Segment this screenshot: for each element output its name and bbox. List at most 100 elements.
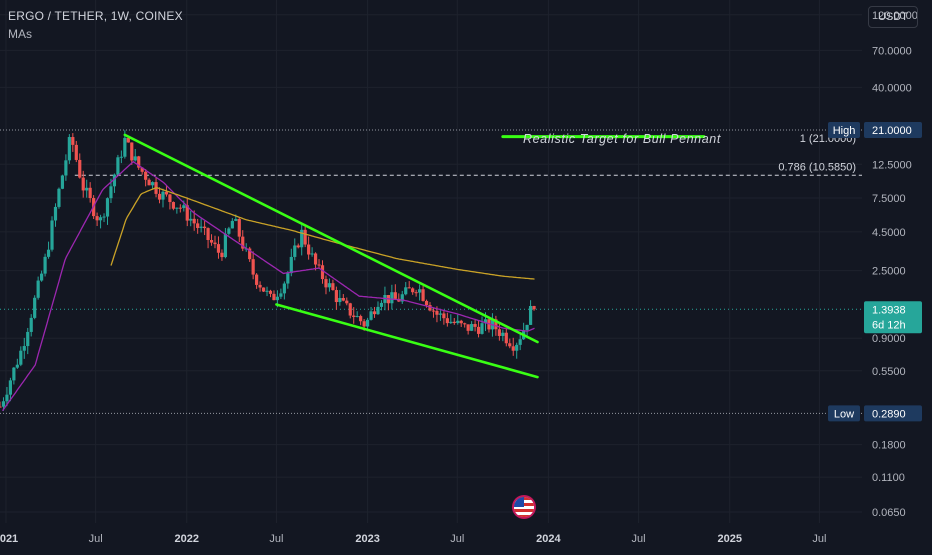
candle <box>206 228 210 241</box>
candle <box>404 287 408 295</box>
candle <box>178 207 182 209</box>
candle <box>213 242 217 245</box>
candle <box>223 233 228 258</box>
y-tick-label: 120.0000 <box>872 10 918 22</box>
candle <box>497 329 501 336</box>
candle <box>435 310 439 315</box>
candle <box>64 160 68 176</box>
candle <box>161 191 165 200</box>
candle <box>286 273 290 284</box>
candle <box>362 321 366 327</box>
candle <box>525 324 529 331</box>
candle <box>334 290 338 303</box>
candle <box>352 315 356 317</box>
candle <box>182 205 186 209</box>
candle <box>26 331 30 347</box>
candle <box>313 253 318 265</box>
candle <box>418 289 422 293</box>
candle <box>126 137 130 143</box>
candle <box>185 205 189 221</box>
candle <box>105 198 110 217</box>
candle <box>275 296 280 301</box>
candle <box>234 219 238 221</box>
candle <box>1 401 6 407</box>
candle <box>452 321 456 324</box>
candle <box>414 292 418 294</box>
candle <box>421 289 425 301</box>
candle <box>71 137 75 145</box>
y-tick-label: 70.0000 <box>872 45 912 57</box>
candle <box>459 320 463 324</box>
candle <box>476 326 481 334</box>
candle <box>300 229 304 248</box>
trendline-lower <box>275 303 539 379</box>
candle <box>466 324 470 331</box>
candle <box>85 187 89 191</box>
candle <box>428 305 432 311</box>
y-tick-label: 0.1800 <box>872 440 906 452</box>
x-tick-label: 2021 <box>0 533 18 545</box>
y-tick-label: 40.0000 <box>872 82 912 94</box>
candle <box>470 324 474 331</box>
x-tick-label: Jul <box>632 533 646 545</box>
candle <box>261 287 266 292</box>
price-badge <box>864 301 922 334</box>
candle <box>157 193 162 200</box>
candle <box>102 216 106 218</box>
indicator-label[interactable]: MAs <box>8 27 32 41</box>
candle <box>515 344 519 351</box>
candle <box>67 137 71 161</box>
candle <box>279 293 283 297</box>
candle <box>424 300 429 306</box>
candle <box>442 313 446 319</box>
candle <box>248 248 252 260</box>
candle <box>456 320 460 324</box>
candle <box>53 206 58 221</box>
candle <box>320 265 325 280</box>
candle <box>230 220 234 229</box>
x-tick-label: Jul <box>89 533 103 545</box>
candle <box>95 216 99 221</box>
candle <box>50 220 54 250</box>
candle <box>98 217 103 221</box>
candle <box>508 343 512 347</box>
candles <box>0 130 536 411</box>
candle <box>43 256 47 274</box>
target-annotation: Realistic Target for Bull Pennant <box>523 132 721 146</box>
ma-slow-line <box>110 187 535 280</box>
candle <box>293 245 297 257</box>
candle <box>116 157 120 175</box>
candle <box>19 350 23 365</box>
y-tick-label: 12.5000 <box>872 159 912 171</box>
countdown-value: 6d 12h <box>872 319 906 331</box>
low-label: Low <box>834 408 854 420</box>
candle <box>5 394 9 402</box>
candle <box>289 256 293 274</box>
currency-button[interactable]: USDT <box>868 6 918 28</box>
candle <box>241 236 245 249</box>
candle <box>365 319 370 327</box>
candle <box>518 339 522 345</box>
candle <box>196 223 200 228</box>
candle <box>147 179 151 186</box>
candle <box>265 290 269 292</box>
candle <box>331 283 335 291</box>
candle <box>171 202 175 209</box>
candle <box>282 283 286 294</box>
x-tick-label: 2023 <box>355 533 379 545</box>
high-value-badge <box>864 121 922 138</box>
candle <box>411 288 415 293</box>
candle <box>341 298 345 301</box>
trendline-upper <box>123 133 539 344</box>
candle <box>29 317 33 332</box>
us-flag-icon[interactable] <box>514 497 534 517</box>
candle <box>407 287 411 289</box>
candle <box>40 273 44 281</box>
candle <box>400 294 404 302</box>
candle <box>338 298 342 303</box>
high-label-badge <box>828 121 860 138</box>
candle <box>130 142 134 161</box>
